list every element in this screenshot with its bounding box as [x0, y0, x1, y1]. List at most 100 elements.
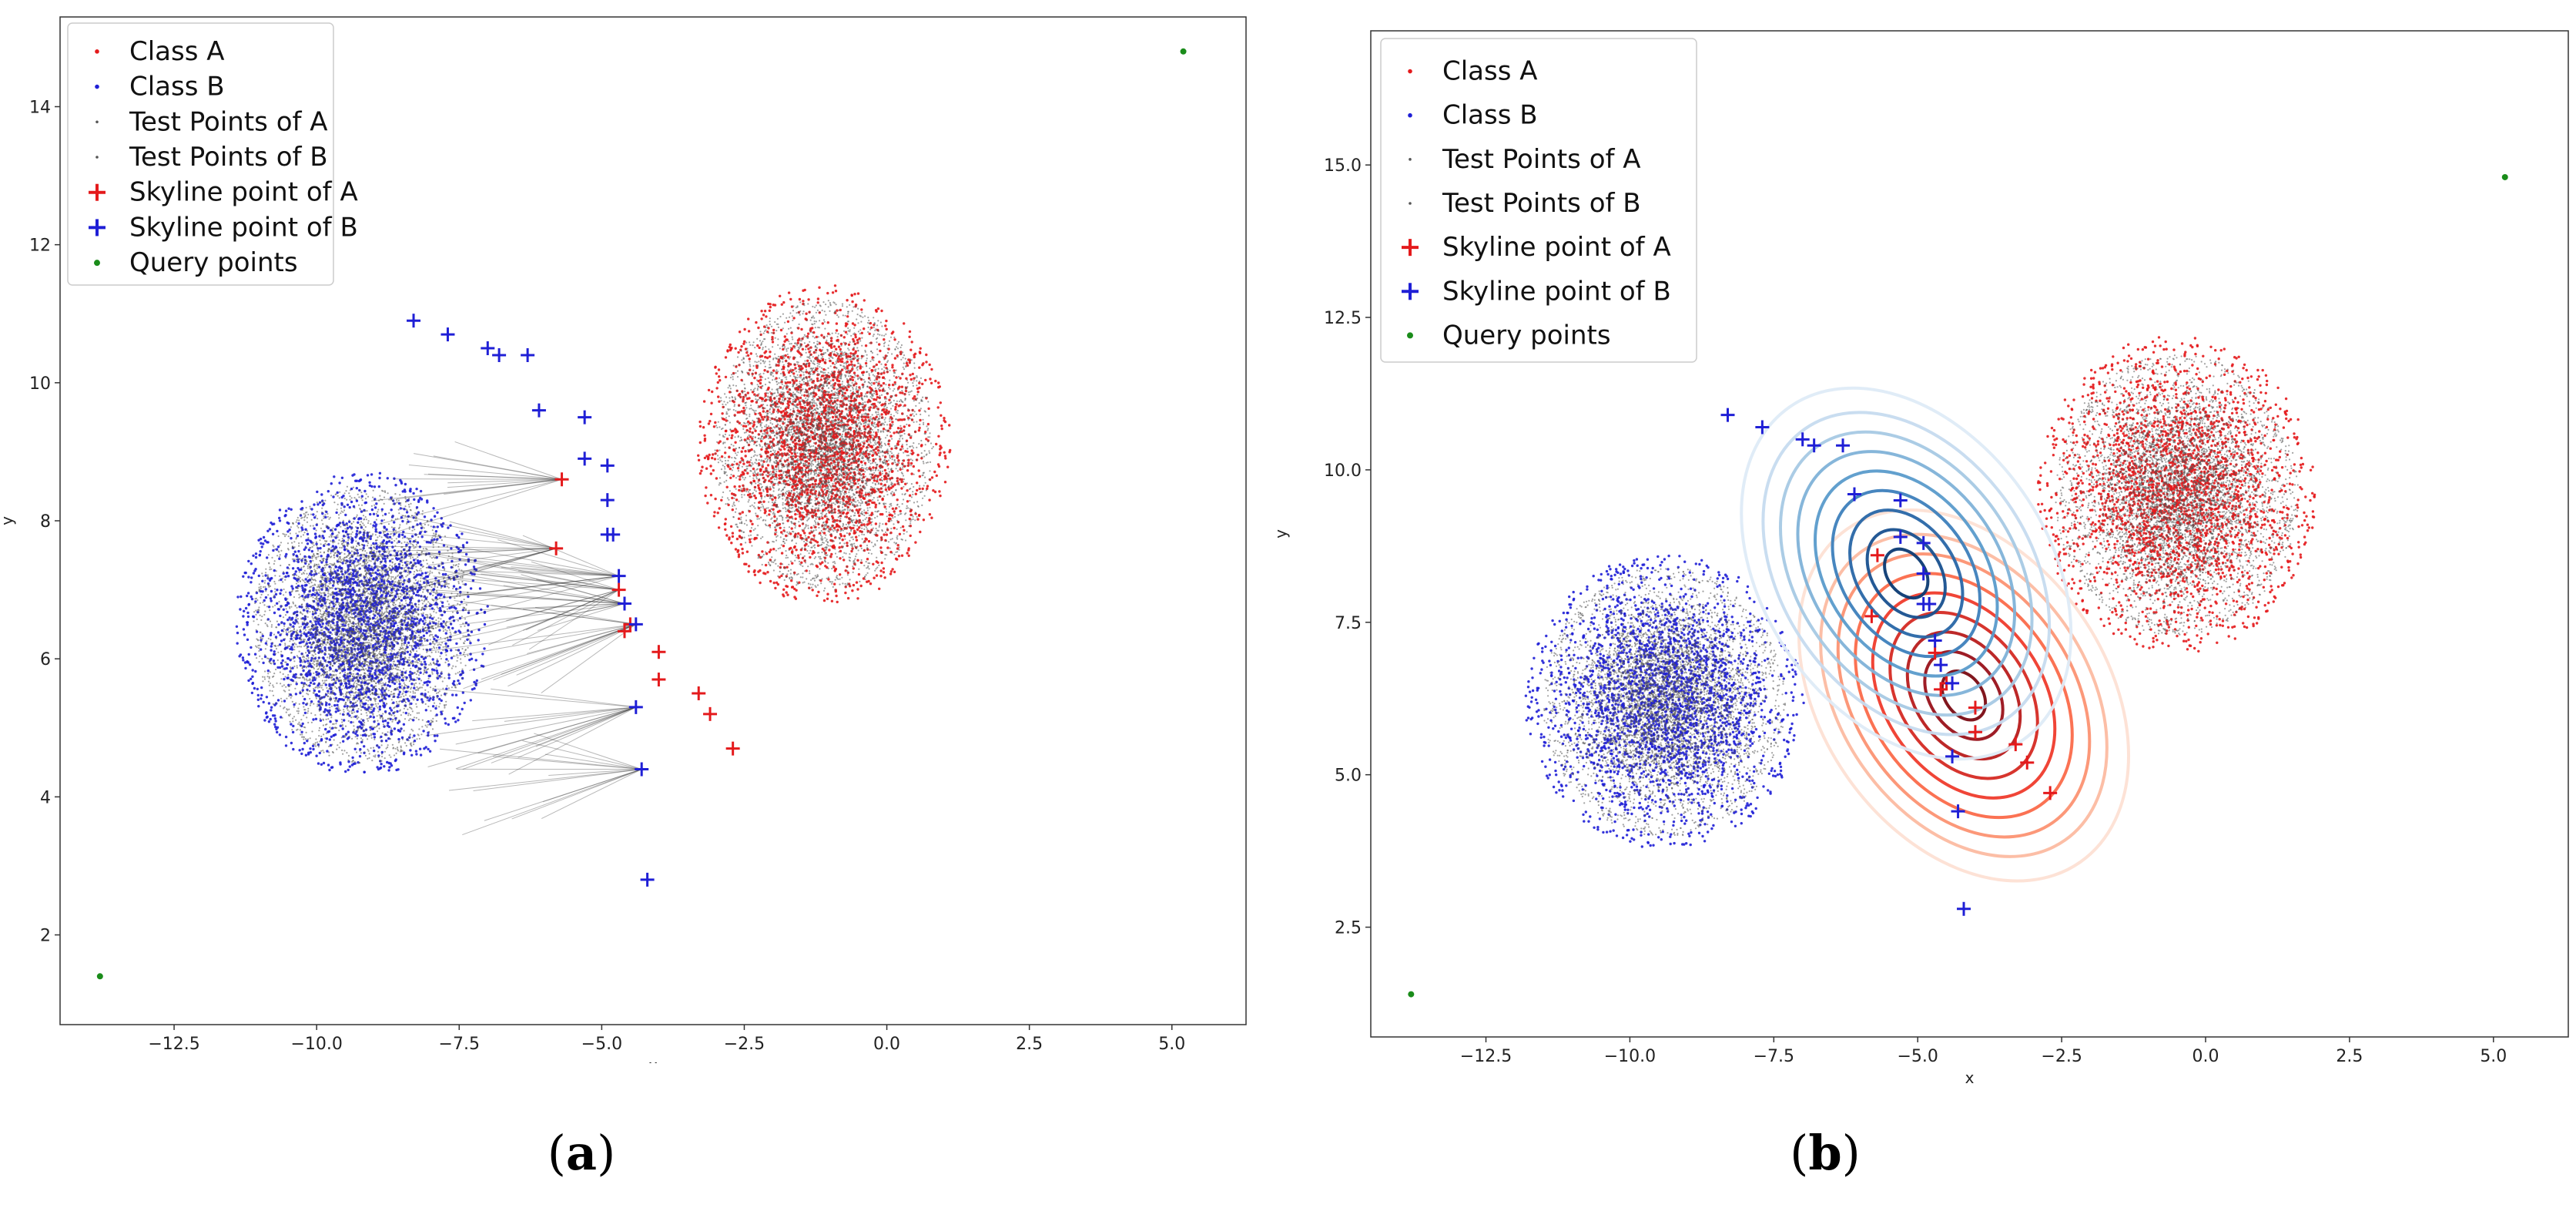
point-class [393, 521, 396, 524]
point-class [824, 565, 827, 568]
point-class [878, 361, 881, 364]
point-class [763, 310, 767, 313]
point-class [285, 603, 289, 606]
point-class [939, 401, 943, 404]
point-class [247, 602, 251, 606]
point-class [285, 666, 288, 670]
point-class [772, 438, 775, 441]
point-class [896, 442, 899, 445]
point-class [398, 690, 401, 693]
point-class [894, 405, 897, 409]
point-class [276, 666, 280, 669]
point-class [807, 347, 810, 351]
point-class [878, 343, 881, 346]
point-class [735, 537, 739, 541]
point-class [246, 623, 249, 626]
point-class [717, 526, 721, 529]
point-class [745, 488, 749, 491]
point-class [824, 409, 827, 412]
point-class [779, 328, 783, 332]
point-class [878, 587, 881, 590]
point-class [807, 298, 810, 301]
point-class [774, 496, 777, 499]
point-class [934, 379, 937, 383]
point-class [714, 365, 717, 368]
point-class [814, 539, 817, 542]
point-class [880, 413, 883, 416]
point-class [270, 645, 273, 648]
point-class [790, 585, 794, 589]
point-class [339, 761, 342, 764]
point-class [863, 497, 866, 500]
point-class [919, 418, 922, 422]
point-class [910, 472, 913, 475]
point-class [798, 297, 802, 301]
point-class [777, 364, 780, 367]
point-class [698, 471, 702, 475]
point-class [458, 713, 461, 716]
point-class [801, 347, 805, 351]
point-class [296, 566, 300, 570]
point-class [929, 377, 932, 381]
point-class [943, 481, 947, 484]
point-class [841, 357, 844, 361]
point-class [258, 554, 261, 557]
point-class [338, 688, 342, 692]
point-class [714, 421, 717, 424]
point-class [419, 489, 423, 493]
point-class [434, 530, 438, 533]
point-class [883, 533, 886, 536]
point-class [883, 483, 887, 487]
point-class [754, 496, 758, 500]
point-class [715, 372, 718, 375]
point-class [884, 324, 887, 327]
point-class [458, 682, 461, 685]
point-class [890, 447, 893, 451]
point-class [377, 485, 380, 488]
point-class [883, 338, 886, 341]
point-class [712, 425, 716, 428]
point-class [435, 663, 438, 666]
point-class [260, 693, 263, 697]
point-class [423, 617, 426, 620]
point-class [848, 435, 851, 438]
point-class [246, 592, 250, 595]
point-class [427, 720, 430, 723]
point-class [918, 475, 922, 478]
point-class [863, 327, 866, 330]
point-class [718, 375, 721, 378]
point-class [423, 660, 427, 663]
point-class [413, 734, 416, 737]
point-class [921, 382, 924, 386]
point-class [239, 653, 243, 656]
point-class [263, 719, 266, 722]
point-class [803, 394, 806, 397]
point-class [925, 438, 928, 441]
point-class [475, 679, 478, 683]
point-class [242, 659, 245, 662]
point-class [789, 363, 792, 366]
point-class [880, 561, 883, 565]
point-class [318, 751, 321, 755]
point-class [367, 623, 370, 626]
point-class [919, 347, 922, 350]
point-class [839, 535, 843, 538]
point-class [274, 725, 277, 729]
point-class [707, 422, 711, 425]
point-class [906, 552, 909, 555]
point-class [749, 540, 752, 544]
point-class [882, 571, 886, 574]
point-class [916, 518, 920, 521]
point-class [456, 706, 459, 710]
point-class [873, 501, 876, 505]
point-class [839, 573, 842, 576]
point-class [851, 300, 854, 304]
point-class [239, 608, 242, 611]
point-class [832, 345, 836, 348]
point-class [816, 301, 819, 304]
point-class [298, 749, 301, 752]
point-class [721, 412, 724, 415]
point-class [303, 548, 306, 552]
point-class [728, 455, 731, 458]
point-class [374, 506, 377, 509]
